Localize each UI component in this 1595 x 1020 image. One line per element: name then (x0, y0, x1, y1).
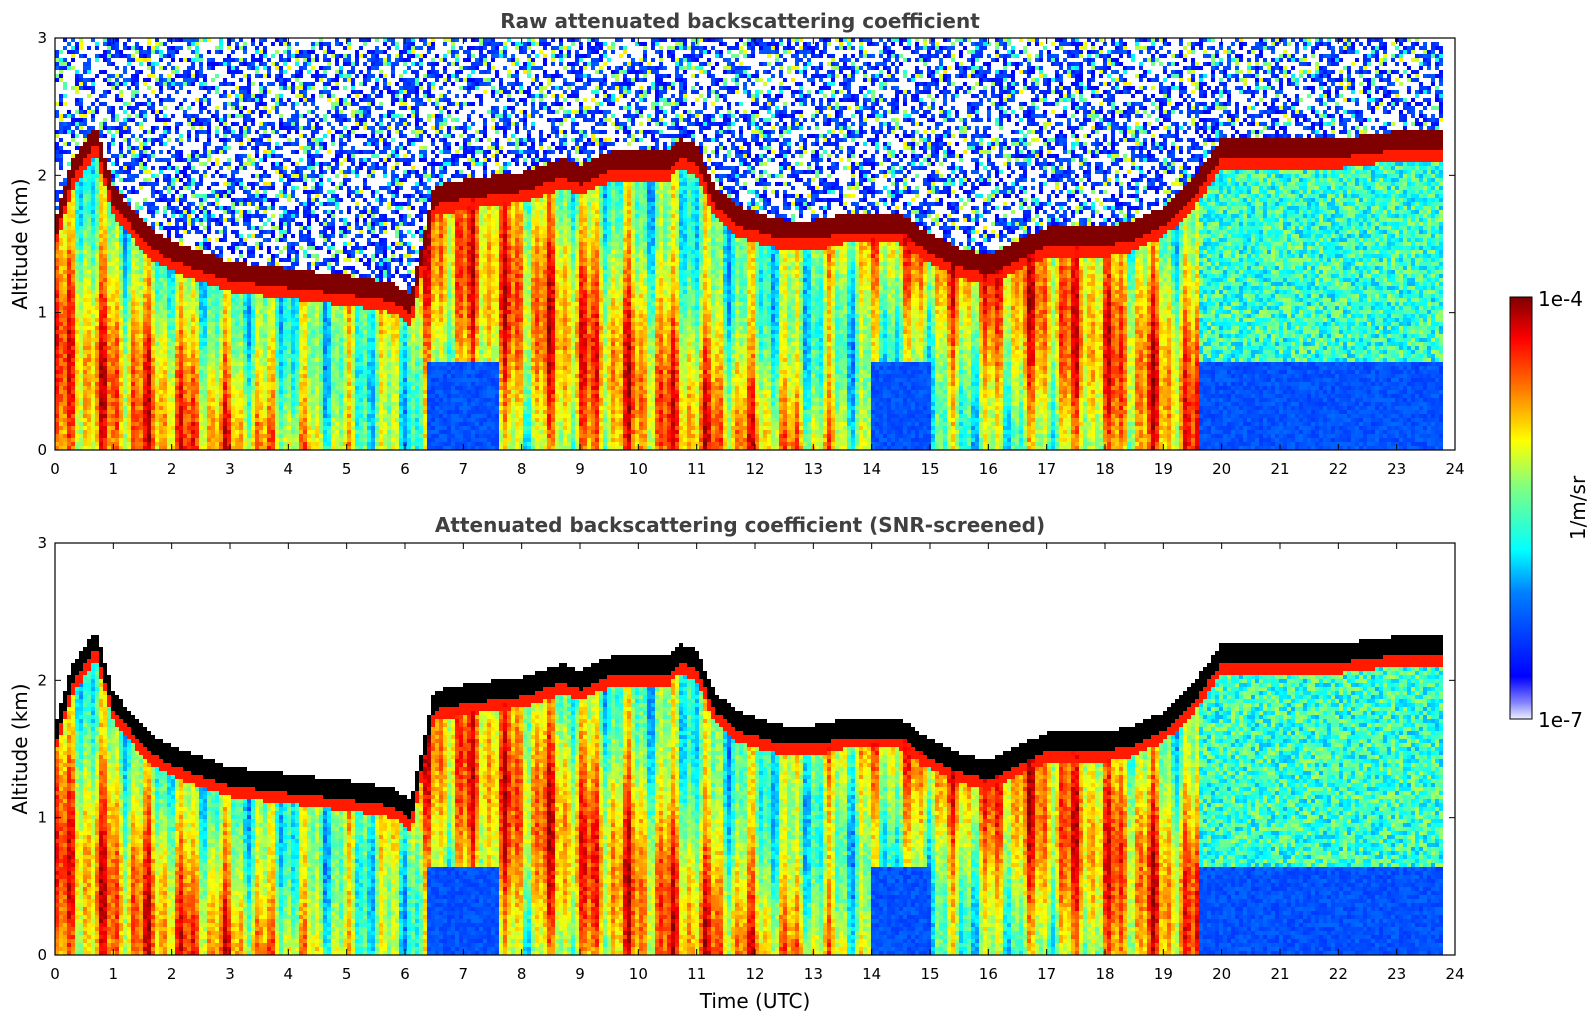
x-tick-label: 13 (804, 460, 823, 478)
x-tick-label: 8 (517, 965, 527, 983)
x-tick-label: 0 (50, 460, 60, 478)
y-tick-label: 1 (37, 809, 47, 827)
x-tick-label: 17 (1037, 965, 1056, 983)
panel1-x-ticks: 0 1 2 3 4 5 6 7 8 9 10 11 12 13 14 15 16 17 18 19 20 21 22 23 24 (50, 38, 1465, 478)
x-tick-label: 7 (459, 460, 469, 478)
x-tick-label: 5 (342, 965, 352, 983)
colorbar: 1e-4 1e-7 1/m/sr (1509, 287, 1590, 732)
y-tick-label: 3 (37, 29, 47, 47)
x-tick-label: 5 (342, 460, 352, 478)
x-tick-label: 17 (1037, 460, 1056, 478)
x-tick-label: 2 (167, 965, 177, 983)
y-tick-label: 3 (37, 534, 47, 552)
x-tick-label: 12 (745, 965, 764, 983)
x-tick-label: 3 (225, 460, 235, 478)
panel2-title: Attenuated backscattering coefficient (S… (435, 513, 1045, 537)
x-tick-label: 20 (1212, 460, 1231, 478)
x-tick-label: 9 (575, 965, 585, 983)
x-tick-label: 13 (804, 965, 823, 983)
x-tick-label: 15 (920, 460, 939, 478)
x-tick-label: 1 (109, 965, 119, 983)
x-tick-label: 16 (979, 460, 998, 478)
x-tick-label: 21 (1270, 460, 1289, 478)
x-tick-label: 14 (862, 460, 881, 478)
screened-backscatter-panel: Attenuated backscattering coefficient (S… (8, 513, 1465, 1013)
x-tick-label: 24 (1445, 460, 1464, 478)
x-tick-label: 18 (1095, 965, 1114, 983)
x-tick-label: 7 (459, 965, 469, 983)
colorbar-scale (1509, 296, 1533, 720)
x-tick-label: 10 (629, 460, 648, 478)
x-tick-label: 23 (1387, 460, 1406, 478)
x-tick-label: 6 (400, 460, 410, 478)
x-tick-label: 14 (862, 965, 881, 983)
x-tick-label: 19 (1154, 460, 1173, 478)
x-tick-label: 16 (979, 965, 998, 983)
colorbar-min-label: 1e-7 (1538, 708, 1583, 732)
raw-backscatter-panel: Raw attenuated backscattering coefficien… (8, 9, 1465, 478)
x-tick-label: 18 (1095, 460, 1114, 478)
panel2-y-axis-label: Altitude (km) (8, 683, 32, 814)
x-tick-label: 24 (1445, 965, 1464, 983)
y-tick-label: 2 (37, 671, 47, 689)
x-tick-label: 10 (629, 965, 648, 983)
x-tick-label: 15 (920, 965, 939, 983)
x-tick-label: 6 (400, 965, 410, 983)
panel2-y-ticks: 0 1 2 3 (37, 534, 1455, 964)
x-tick-label: 4 (284, 460, 294, 478)
x-tick-label: 20 (1212, 965, 1231, 983)
y-tick-label: 0 (37, 946, 47, 964)
y-tick-label: 1 (37, 304, 47, 322)
x-tick-label: 12 (745, 460, 764, 478)
x-tick-label: 19 (1154, 965, 1173, 983)
x-tick-label: 21 (1270, 965, 1289, 983)
panel1-heatmap (55, 38, 1455, 450)
panel1-y-ticks: 0 1 2 3 (37, 29, 1455, 459)
x-tick-label: 0 (50, 965, 60, 983)
x-tick-label: 22 (1329, 965, 1348, 983)
colorbar-unit-label: 1/m/sr (1566, 475, 1590, 540)
x-tick-label: 1 (109, 460, 119, 478)
panel1-title: Raw attenuated backscattering coefficien… (500, 9, 980, 33)
x-tick-label: 22 (1329, 460, 1348, 478)
y-tick-label: 2 (37, 166, 47, 184)
x-tick-label: 11 (687, 965, 706, 983)
x-tick-label: 9 (575, 460, 585, 478)
x-axis-label: Time (UTC) (699, 989, 811, 1013)
y-tick-label: 0 (37, 441, 47, 459)
x-tick-label: 3 (225, 965, 235, 983)
colorbar-max-label: 1e-4 (1538, 287, 1583, 311)
panel2-x-ticks: 0 1 2 3 4 5 6 7 8 9 10 11 12 13 14 15 16 17 18 19 20 21 22 23 24 (50, 543, 1465, 983)
panel2-heatmap (55, 543, 1455, 955)
x-tick-label: 2 (167, 460, 177, 478)
x-tick-label: 23 (1387, 965, 1406, 983)
x-tick-label: 11 (687, 460, 706, 478)
panel1-y-axis-label: Altitude (km) (8, 178, 32, 309)
x-tick-label: 8 (517, 460, 527, 478)
x-tick-label: 4 (284, 965, 294, 983)
